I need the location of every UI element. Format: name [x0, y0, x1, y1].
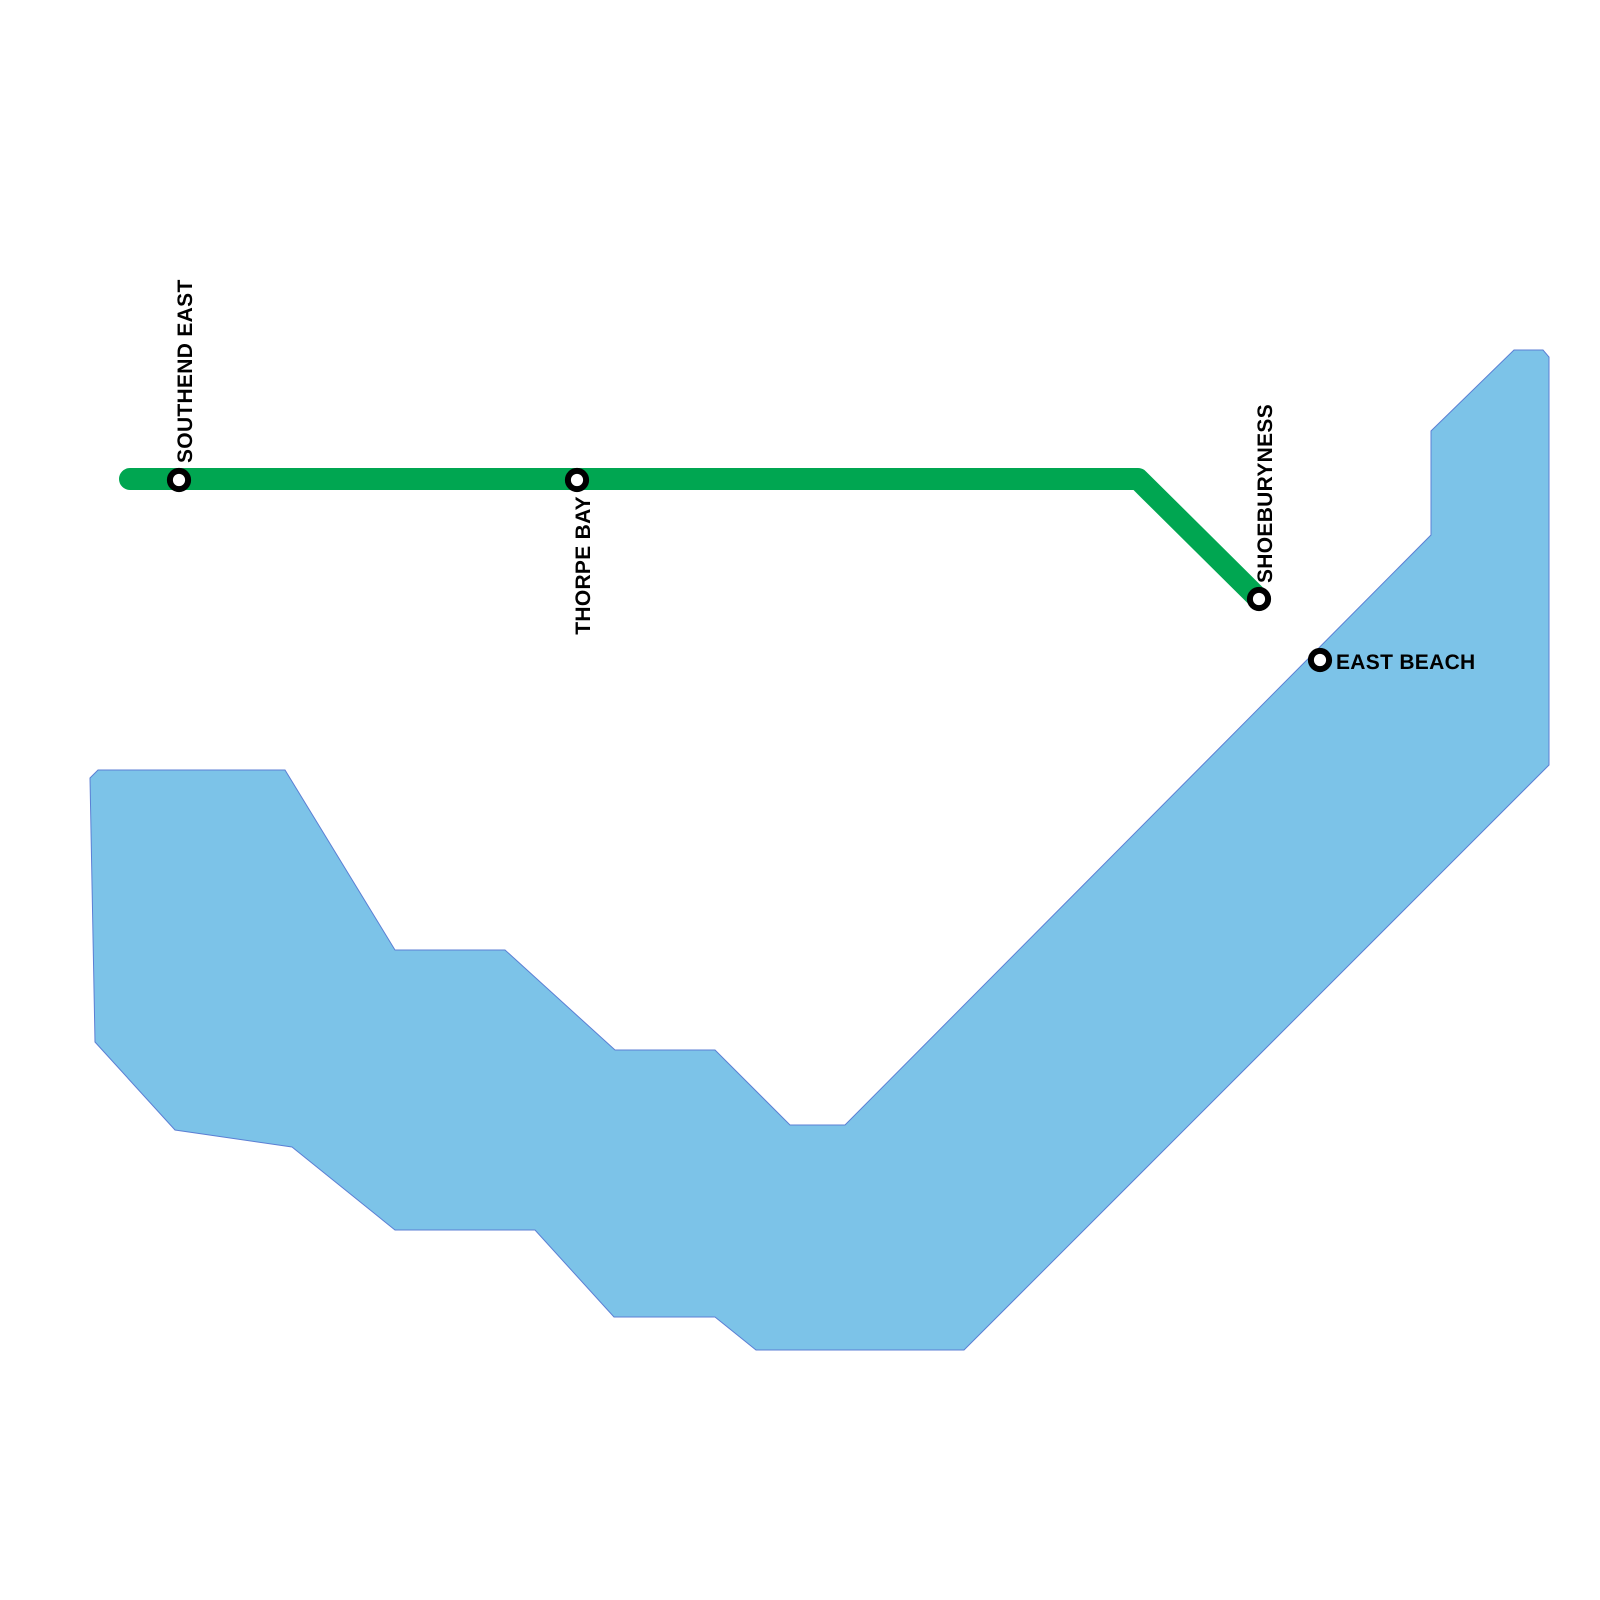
svg-text:THORPE BAY: THORPE BAY: [572, 496, 595, 635]
svg-text:SOUTHEND EAST: SOUTHEND EAST: [174, 279, 197, 463]
svg-text:SHOEBURYNESS: SHOEBURYNESS: [1254, 404, 1277, 583]
svg-text:EAST BEACH: EAST BEACH: [1336, 651, 1476, 674]
